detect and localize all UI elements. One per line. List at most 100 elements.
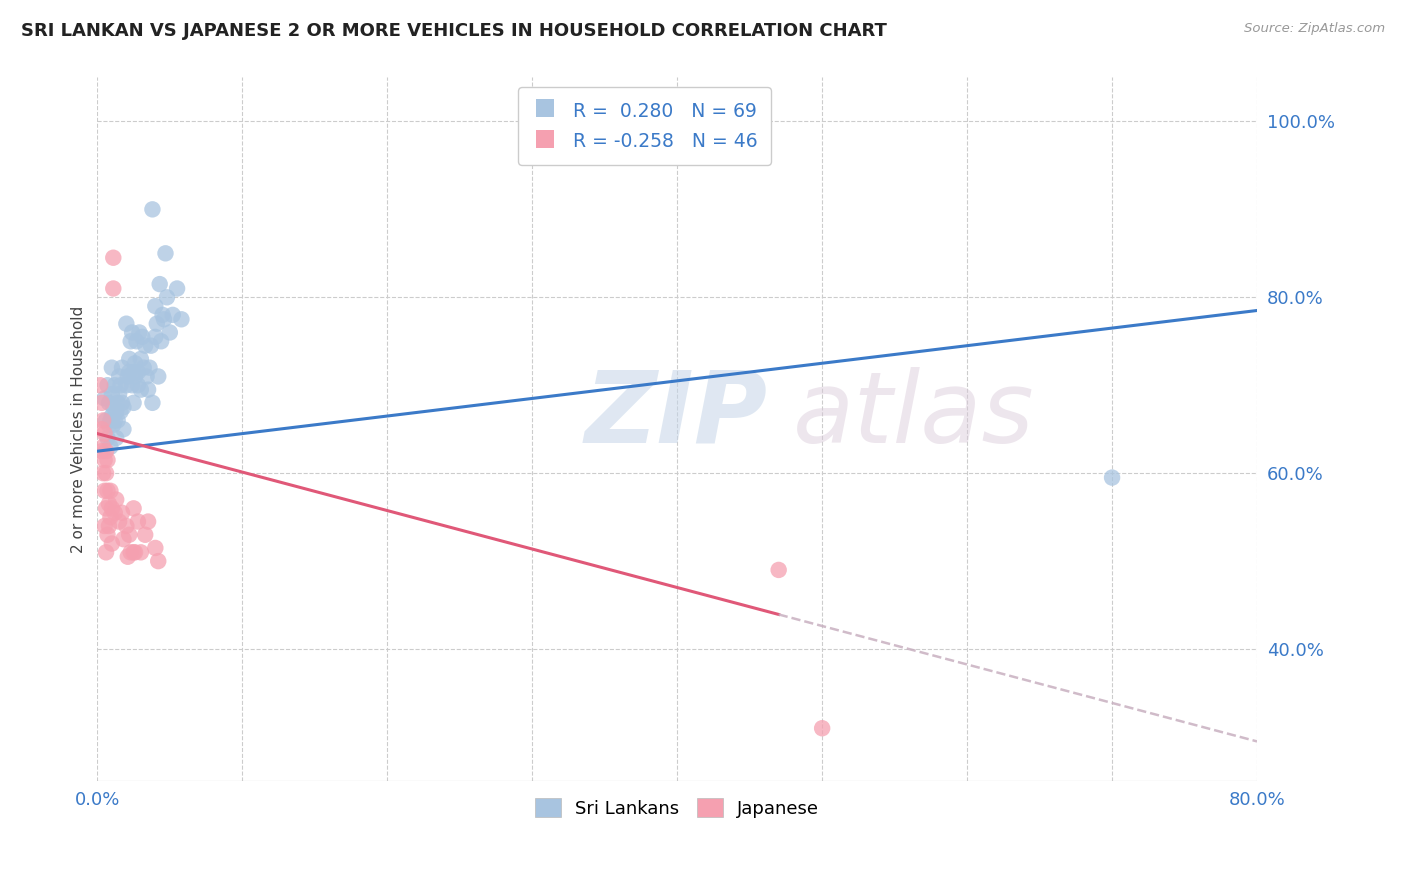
Text: Source: ZipAtlas.com: Source: ZipAtlas.com: [1244, 22, 1385, 36]
Point: [90, 422, 112, 436]
Point: [105, 492, 128, 507]
Point: [129, 545, 152, 559]
Point: [91, 440, 114, 454]
Point: [107, 413, 129, 427]
Point: [104, 378, 127, 392]
Point: [105, 431, 128, 445]
Point: [134, 339, 156, 353]
Point: [112, 422, 135, 436]
Point: [103, 251, 125, 265]
Point: [146, 317, 169, 331]
Point: [94, 501, 117, 516]
Point: [104, 413, 127, 427]
Point: [93, 453, 115, 467]
Point: [124, 369, 146, 384]
Point: [108, 387, 131, 401]
Point: [112, 401, 135, 415]
Text: ZIP: ZIP: [585, 367, 768, 464]
Point: [143, 330, 166, 344]
Point: [118, 527, 141, 541]
Point: [105, 404, 128, 418]
Point: [93, 483, 115, 498]
Point: [101, 501, 124, 516]
Point: [141, 202, 163, 217]
Point: [89, 378, 111, 392]
Point: [148, 369, 170, 384]
Point: [97, 497, 120, 511]
Point: [101, 409, 124, 423]
Point: [129, 383, 152, 397]
Point: [101, 536, 124, 550]
Point: [101, 387, 124, 401]
Point: [122, 501, 145, 516]
Point: [117, 549, 139, 564]
Point: [121, 378, 143, 392]
Point: [125, 334, 148, 349]
Point: [115, 378, 138, 392]
Point: [97, 396, 120, 410]
Text: SRI LANKAN VS JAPANESE 2 OR MORE VEHICLES IN HOUSEHOLD CORRELATION CHART: SRI LANKAN VS JAPANESE 2 OR MORE VEHICLE…: [21, 22, 887, 40]
Point: [170, 312, 193, 326]
Point: [100, 510, 122, 524]
Point: [96, 483, 118, 498]
Point: [94, 413, 117, 427]
Point: [93, 426, 115, 441]
Point: [103, 281, 125, 295]
Point: [129, 351, 152, 366]
Point: [115, 317, 138, 331]
Point: [127, 378, 149, 392]
Point: [162, 308, 184, 322]
Point: [121, 326, 143, 340]
Point: [97, 519, 120, 533]
Point: [96, 378, 118, 392]
Point: [91, 413, 114, 427]
Point: [111, 396, 134, 410]
Point: [90, 396, 112, 410]
Point: [153, 312, 176, 326]
Point: [122, 545, 145, 559]
Point: [96, 527, 118, 541]
Point: [127, 515, 149, 529]
Point: [108, 369, 131, 384]
Point: [91, 466, 114, 480]
Point: [155, 246, 177, 260]
Point: [127, 365, 149, 379]
Point: [100, 483, 122, 498]
Point: [128, 326, 150, 340]
Point: [94, 545, 117, 559]
Point: [159, 326, 181, 340]
Point: [134, 527, 156, 541]
Point: [122, 365, 145, 379]
Point: [108, 515, 131, 529]
Point: [148, 554, 170, 568]
Y-axis label: 2 or more Vehicles in Household: 2 or more Vehicles in Household: [72, 306, 86, 553]
Point: [118, 351, 141, 366]
Point: [150, 334, 173, 349]
Point: [136, 383, 159, 397]
Point: [156, 290, 179, 304]
Point: [118, 365, 141, 379]
Point: [93, 392, 115, 406]
Point: [143, 541, 166, 555]
Point: [149, 277, 172, 292]
Point: [811, 721, 834, 735]
Point: [115, 519, 138, 533]
Point: [110, 378, 132, 392]
Point: [111, 506, 134, 520]
Point: [124, 356, 146, 370]
Point: [117, 369, 139, 384]
Point: [100, 440, 122, 454]
Point: [112, 532, 135, 546]
Point: [138, 360, 160, 375]
Point: [122, 396, 145, 410]
Legend: Sri Lankans, Japanese: Sri Lankans, Japanese: [529, 791, 827, 825]
Point: [139, 339, 162, 353]
Point: [90, 444, 112, 458]
Point: [111, 360, 134, 375]
Point: [132, 360, 155, 375]
Point: [93, 519, 115, 533]
Point: [110, 404, 132, 418]
Point: [136, 515, 159, 529]
Point: [152, 308, 174, 322]
Point: [1101, 470, 1123, 484]
